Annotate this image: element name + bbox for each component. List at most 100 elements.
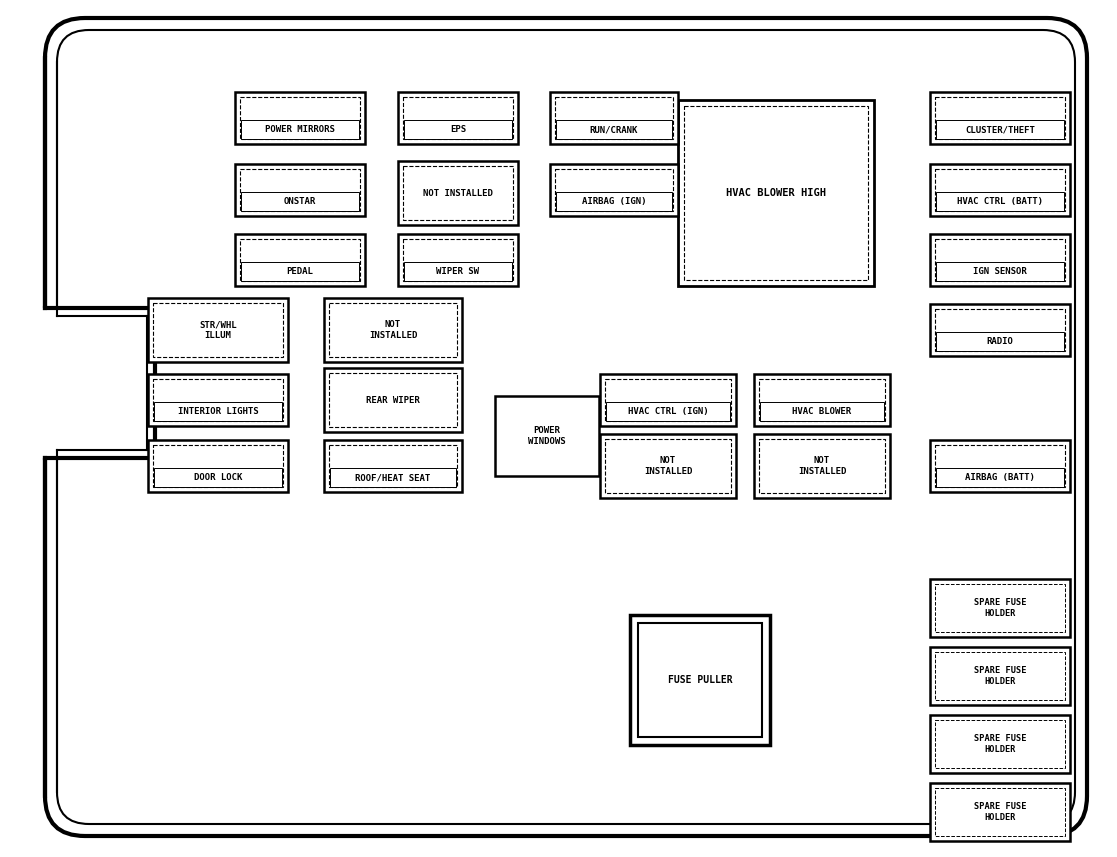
Bar [935,445,1065,487]
Bar [754,434,890,498]
Bar [607,402,731,421]
Bar [398,92,518,144]
Bar [403,239,513,281]
Bar [638,623,762,737]
Bar [930,92,1070,144]
Bar [330,373,457,427]
Bar [241,120,359,139]
Text: FUSE PULLER: FUSE PULLER [668,675,733,685]
Text: WIPER SW: WIPER SW [437,267,479,276]
Bar [555,169,674,211]
Bar [0,308,160,458]
Bar [147,298,288,362]
Text: SPARE FUSE
HOLDER: SPARE FUSE HOLDER [974,734,1027,753]
Bar [153,303,283,357]
Bar [241,262,359,281]
Bar [758,379,885,421]
Bar [556,120,672,139]
Text: NOT
INSTALLED: NOT INSTALLED [798,456,847,476]
Bar [930,164,1070,216]
Bar [330,445,457,487]
Bar [154,402,281,421]
Bar [684,106,868,280]
Bar [550,92,678,144]
Text: EPS: EPS [450,125,466,135]
Bar [235,92,365,144]
Bar [153,379,283,421]
FancyBboxPatch shape [45,18,1087,836]
Bar [404,262,512,281]
Bar [154,468,281,487]
Bar [403,97,513,139]
Text: SPARE FUSE
HOLDER: SPARE FUSE HOLDER [974,598,1027,618]
Text: HVAC CTRL (BATT): HVAC CTRL (BATT) [957,197,1043,207]
Text: IGN SENSOR: IGN SENSOR [973,267,1027,276]
Bar [0,310,160,456]
Text: ROOF/HEAT SEAT: ROOF/HEAT SEAT [355,473,431,482]
Bar [936,262,1065,281]
Text: NOT
INSTALLED: NOT INSTALLED [369,321,417,339]
Bar [935,239,1065,281]
Bar [240,169,360,211]
Bar [935,584,1065,632]
Bar [403,166,513,220]
Text: DOOR LOCK: DOOR LOCK [194,473,242,482]
Bar [550,164,678,216]
Bar [935,169,1065,211]
Bar [398,161,518,225]
Bar [936,468,1065,487]
Bar [330,468,456,487]
Text: CLUSTER/THEFT: CLUSTER/THEFT [965,125,1035,135]
Text: AIRBAG (IGN): AIRBAG (IGN) [582,197,647,207]
Bar [605,379,731,421]
Bar [495,396,599,476]
Bar [630,615,770,745]
Bar [235,234,365,286]
Bar [147,374,288,426]
Bar [930,647,1070,705]
Bar [936,333,1065,351]
Bar [935,309,1065,351]
Bar [556,192,672,211]
Bar [930,304,1070,356]
Bar [600,374,736,426]
FancyBboxPatch shape [57,30,1075,824]
Text: RUN/CRANK: RUN/CRANK [590,125,638,135]
Bar [147,440,288,492]
Bar [758,439,885,493]
Bar [678,100,873,286]
Bar [240,97,360,139]
Text: HVAC BLOWER HIGH: HVAC BLOWER HIGH [726,188,825,198]
Bar [935,720,1065,768]
Bar [935,652,1065,700]
Bar [760,402,884,421]
Bar [930,579,1070,637]
Bar [935,97,1065,139]
Text: INTERIOR LIGHTS: INTERIOR LIGHTS [178,407,258,417]
Bar [324,368,462,432]
Bar [930,783,1070,841]
Text: AIRBAG (BATT): AIRBAG (BATT) [965,473,1035,482]
Bar [936,192,1065,211]
Text: NOT
INSTALLED: NOT INSTALLED [643,456,693,476]
Text: ONSTAR: ONSTAR [284,197,316,207]
Bar [153,445,283,487]
Bar [935,788,1065,836]
Bar [404,120,512,139]
Bar [398,234,518,286]
Text: POWER
WINDOWS: POWER WINDOWS [528,426,566,446]
Bar [930,715,1070,773]
Bar [930,234,1070,286]
Text: POWER MIRRORS: POWER MIRRORS [265,125,335,135]
Bar [330,303,457,357]
Bar [240,239,360,281]
Bar [754,374,890,426]
Text: HVAC CTRL (IGN): HVAC CTRL (IGN) [628,407,708,417]
Bar [324,298,462,362]
Bar [600,434,736,498]
Bar [936,120,1065,139]
Text: REAR WIPER: REAR WIPER [366,395,420,405]
Text: PEDAL: PEDAL [287,267,314,276]
Bar [555,97,674,139]
Text: RADIO: RADIO [986,337,1013,346]
